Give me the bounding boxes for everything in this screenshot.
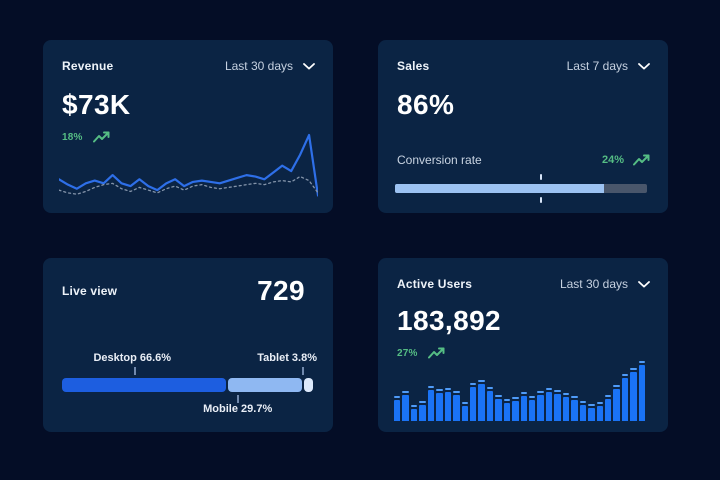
active-users-period-dropdown[interactable]: Last 30 days — [560, 277, 650, 291]
active-users-card-title: Active Users — [397, 277, 473, 291]
conversion-change-percent: 24% — [601, 154, 624, 166]
active-users-bar — [537, 391, 544, 421]
active-users-bar — [630, 368, 637, 421]
active-users-bar — [453, 391, 460, 421]
mobile-label-tick — [236, 395, 239, 403]
revenue-card-header: Revenue Last 30 days — [43, 40, 333, 73]
active-users-bar — [427, 386, 435, 421]
active-users-bar — [562, 393, 570, 421]
active-users-period-label: Last 30 days — [559, 277, 628, 291]
active-users-bar — [512, 397, 519, 421]
active-users-bar — [571, 396, 578, 421]
trending-up-icon — [427, 347, 445, 359]
trending-up-icon — [92, 131, 110, 143]
conversion-progress-track — [395, 174, 647, 203]
chevron-down-icon — [638, 280, 650, 287]
active-users-bar — [419, 401, 426, 421]
revenue-period-label: Last 30 days — [224, 59, 293, 73]
active-users-value: 183,892 — [397, 305, 502, 336]
revenue-change-row: 18% — [62, 131, 333, 143]
live-view-card-header: Live view 729 — [43, 258, 333, 305]
active-users-bar — [503, 399, 511, 421]
mobile-segment — [228, 378, 302, 392]
active-users-bar-chart — [394, 359, 646, 421]
active-users-bar — [478, 380, 485, 421]
active-users-bar — [486, 387, 494, 421]
revenue-period-dropdown[interactable]: Last 30 days — [225, 59, 315, 73]
desktop-share-label: Desktop 66.6% — [93, 352, 172, 364]
active-users-bar — [461, 402, 468, 421]
revenue-card: Revenue Last 30 days $73K 18% — [43, 40, 333, 213]
tablet-share-label: Tablet 3.8% — [257, 352, 317, 364]
live-view-card: Live view 729 Desktop 66.6% Tablet 3.8% … — [43, 258, 333, 432]
conversion-rate-row: Conversion rate 24% — [397, 153, 650, 167]
sales-card: Sales Last 7 days 86% Conversion rate 24… — [378, 40, 668, 213]
active-users-bar — [520, 392, 527, 421]
sales-card-title: Sales — [397, 59, 430, 73]
active-users-bar — [613, 385, 620, 421]
active-users-bar — [604, 395, 612, 421]
active-users-bar — [638, 361, 646, 421]
active-users-bar — [394, 396, 401, 421]
trending-up-icon — [633, 154, 650, 166]
revenue-value: $73K — [62, 89, 131, 120]
active-users-bar — [469, 383, 477, 421]
active-users-bar — [545, 388, 553, 421]
sales-period-label: Last 7 days — [566, 59, 628, 73]
progress-target-marker-bottom — [540, 197, 543, 203]
active-users-bar — [436, 389, 443, 421]
conversion-change: 24% — [602, 154, 650, 166]
active-users-bar — [444, 388, 452, 421]
progress-target-marker-top — [540, 174, 543, 180]
active-users-bar — [554, 390, 561, 421]
active-users-change-row: 27% — [397, 347, 668, 359]
active-users-bar — [621, 374, 629, 421]
conversion-progress-fill — [395, 184, 605, 193]
device-split-bar — [62, 378, 313, 392]
active-users-bar — [495, 395, 502, 421]
mobile-share-label: Mobile 29.7% — [203, 403, 273, 415]
active-users-bar — [588, 404, 595, 421]
chevron-down-icon — [303, 62, 315, 69]
sales-card-header: Sales Last 7 days — [378, 40, 668, 73]
tablet-segment — [303, 378, 313, 392]
desktop-segment — [62, 378, 227, 392]
chevron-down-icon — [638, 62, 650, 69]
sales-period-dropdown[interactable]: Last 7 days — [567, 59, 650, 73]
device-split-chart: Desktop 66.6% Tablet 3.8% Mobile 29.7% — [62, 352, 317, 415]
revenue-change-percent: 18% — [62, 131, 83, 143]
active-users-card: Active Users Last 30 days 183,892 27% — [378, 258, 668, 432]
conversion-rate-label: Conversion rate — [397, 153, 482, 167]
tablet-label-tick — [301, 367, 304, 375]
active-users-card-header: Active Users Last 30 days — [378, 258, 668, 291]
sales-value: 86% — [397, 89, 455, 120]
desktop-label-tick — [133, 367, 136, 375]
active-users-bar — [529, 396, 536, 421]
live-view-card-title: Live view — [62, 284, 118, 298]
revenue-line-chart — [59, 133, 318, 201]
active-users-bar — [596, 402, 603, 421]
active-users-bar — [579, 401, 587, 421]
live-view-value: 729 — [257, 275, 305, 306]
active-users-change-percent: 27% — [397, 347, 418, 359]
active-users-bar — [402, 391, 409, 421]
revenue-card-title: Revenue — [62, 59, 114, 73]
active-users-bar — [410, 405, 418, 421]
